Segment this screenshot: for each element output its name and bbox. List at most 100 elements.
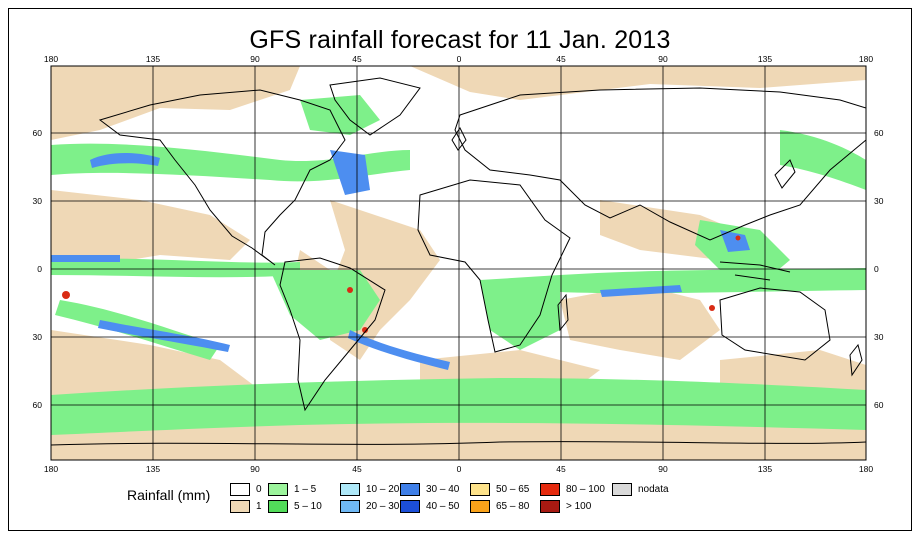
lon-tick-label: 135	[146, 464, 160, 474]
legend-swatch	[268, 500, 288, 513]
green-band	[560, 268, 866, 294]
legend-swatch	[540, 500, 560, 513]
lat-tick-label: 60	[874, 128, 884, 138]
tan-area	[410, 66, 866, 100]
lat-tick-label: 30	[874, 332, 884, 342]
longitude-labels-bottom: 180 135 90 45 0 45 90 135 180	[44, 464, 873, 474]
legend-label: 80 – 100	[566, 484, 605, 495]
latitude-labels-right: 60 30 0 30 60	[874, 128, 884, 410]
legend-label: 30 – 40	[426, 484, 460, 495]
lon-tick-label: 180	[859, 464, 873, 474]
graticule	[51, 66, 866, 460]
lat-tick-label: 0	[874, 264, 879, 274]
legend-swatch	[230, 483, 250, 496]
lon-tick-label: 90	[250, 54, 260, 64]
lon-tick-label: 90	[658, 54, 668, 64]
coast-south-america	[279, 257, 386, 412]
lon-tick-label: 45	[352, 464, 362, 474]
map-title: GFS rainfall forecast for 11 Jan. 2013	[249, 26, 671, 54]
legend-swatch	[470, 483, 490, 496]
legend-swatch	[612, 483, 632, 496]
red-cell	[362, 327, 368, 333]
coast-eurasia	[454, 87, 866, 241]
lat-tick-label: 60	[33, 400, 43, 410]
legend-label: 10 – 20	[366, 484, 400, 495]
blue-streak	[90, 153, 160, 168]
red-cell	[709, 305, 715, 311]
red-cell	[735, 235, 741, 241]
coast-britain	[451, 127, 467, 151]
legend-swatch	[230, 500, 250, 513]
coast-madagascar	[557, 293, 569, 332]
lon-tick-label: 135	[758, 464, 772, 474]
latitude-labels-left: 60 30 0 30 60	[33, 128, 43, 410]
blue-streak	[600, 285, 682, 297]
lon-tick-label: 180	[44, 464, 58, 474]
blue-streak	[98, 320, 230, 352]
coast-australia	[719, 287, 831, 361]
lon-tick-label: 0	[457, 54, 462, 64]
lat-tick-label: 30	[33, 332, 43, 342]
green-band	[780, 130, 866, 190]
green-band	[51, 143, 410, 182]
legend-swatch	[540, 483, 560, 496]
red-cell	[347, 287, 353, 293]
tan-area	[51, 190, 250, 265]
lon-tick-label: 135	[146, 54, 160, 64]
red-cell	[62, 291, 70, 299]
lon-tick-label: 135	[758, 54, 772, 64]
lon-tick-label: 180	[44, 54, 58, 64]
lat-tick-label: 30	[874, 196, 884, 206]
legend-label: > 100	[566, 501, 592, 512]
legend-label: 1 – 5	[294, 484, 317, 495]
legend-swatch	[400, 500, 420, 513]
lon-tick-label: 180	[859, 54, 873, 64]
lon-tick-label: 90	[250, 464, 260, 474]
legend-title: Rainfall (mm)	[127, 487, 211, 503]
legend-label: 40 – 50	[426, 501, 460, 512]
legend-label: 5 – 10	[294, 501, 322, 512]
longitude-labels-top: 180 135 90 45 0 45 90 135 180	[44, 54, 873, 64]
legend-swatch	[268, 483, 288, 496]
lon-tick-label: 45	[556, 464, 566, 474]
lat-tick-label: 60	[874, 400, 884, 410]
lon-tick-label: 45	[556, 54, 566, 64]
legend-swatch	[340, 500, 360, 513]
green-band	[300, 95, 380, 135]
blue-streak	[348, 330, 450, 370]
green-band	[51, 258, 300, 278]
coast-new-zealand	[849, 343, 863, 377]
blue-streak	[51, 255, 120, 262]
coast-japan	[774, 159, 796, 189]
lon-tick-label: 90	[658, 464, 668, 474]
tan-area	[560, 285, 720, 360]
legend-label: 1	[256, 501, 262, 512]
green-band	[270, 270, 380, 340]
lat-tick-label: 30	[33, 196, 43, 206]
coastlines	[51, 77, 866, 446]
lon-tick-label: 0	[457, 464, 462, 474]
lat-tick-label: 0	[37, 264, 42, 274]
legend-label: 65 – 80	[496, 501, 530, 512]
tan-area	[51, 330, 260, 405]
legend-label: nodata	[638, 484, 669, 495]
green-band	[480, 275, 560, 350]
lon-tick-label: 45	[352, 54, 362, 64]
legend-swatch	[340, 483, 360, 496]
map-border	[50, 65, 867, 461]
coast-north-america	[98, 89, 346, 266]
blue-streak	[330, 150, 370, 195]
tan-area	[51, 66, 300, 140]
legend-swatch	[470, 500, 490, 513]
legend-label: 50 – 65	[496, 484, 530, 495]
coast-antarctica	[51, 441, 866, 446]
legend-label: 20 – 30	[366, 501, 400, 512]
blue-streak	[720, 230, 750, 252]
coast-africa	[417, 179, 571, 353]
coast-indonesia	[719, 261, 791, 281]
legend-swatch	[400, 483, 420, 496]
legend-label: 0	[256, 484, 262, 495]
lat-tick-label: 60	[33, 128, 43, 138]
coast-greenland	[329, 77, 421, 136]
